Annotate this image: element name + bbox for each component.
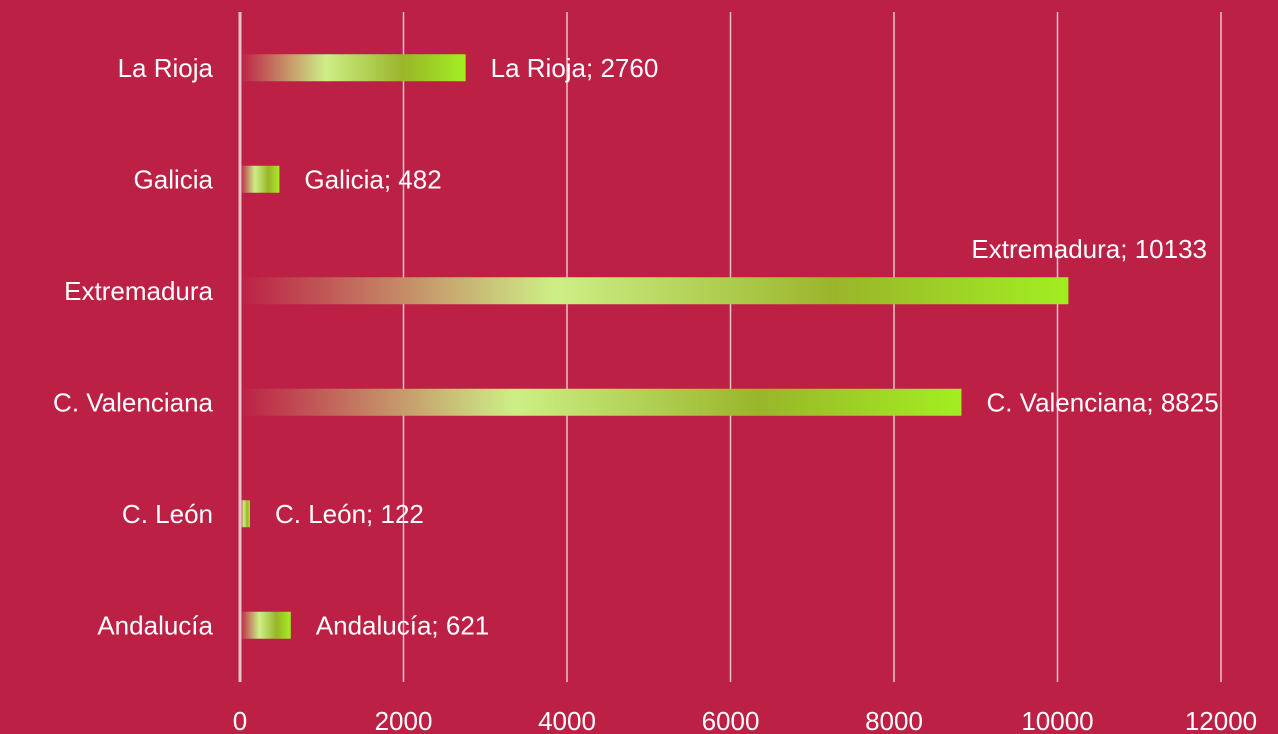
x-tick-label: 10000 <box>1021 706 1093 734</box>
data-label: C. León; 122 <box>275 499 424 529</box>
x-tick-label: 2000 <box>375 706 433 734</box>
x-tick-labels: 0 2000 4000 6000 8000 10000 12000 <box>233 706 1257 734</box>
bar <box>240 500 250 528</box>
category-label: Andalucía <box>97 610 213 640</box>
bar <box>240 388 962 416</box>
data-label: Extremadura; 10133 <box>971 234 1207 264</box>
x-tick-label: 4000 <box>538 706 596 734</box>
category-labels: La Rioja Galicia Extremadura C. Valenciana C… <box>53 53 213 641</box>
x-tick-label: 0 <box>233 706 247 734</box>
data-label: C. Valenciana; 8825 <box>986 387 1218 417</box>
x-tick-label: 6000 <box>702 706 760 734</box>
category-label: C. Valenciana <box>53 387 213 417</box>
bar <box>240 611 291 639</box>
category-label: C. León <box>122 499 213 529</box>
bar <box>240 277 1069 305</box>
x-tick-label: 8000 <box>865 706 923 734</box>
data-label: Andalucía; 621 <box>316 610 489 640</box>
data-label: Galicia; 482 <box>304 164 441 194</box>
x-tick-label: 12000 <box>1185 706 1257 734</box>
category-label: La Rioja <box>118 53 214 83</box>
data-label: La Rioja; 2760 <box>491 53 659 83</box>
gridlines <box>402 12 1222 682</box>
bar <box>240 54 466 82</box>
bars <box>240 54 1069 639</box>
bar <box>240 165 280 193</box>
category-label: Galicia <box>134 164 214 194</box>
category-label: Extremadura <box>64 276 213 306</box>
data-labels: La Rioja; 2760 Galicia; 482 Extremadura; 1… <box>275 53 1219 641</box>
